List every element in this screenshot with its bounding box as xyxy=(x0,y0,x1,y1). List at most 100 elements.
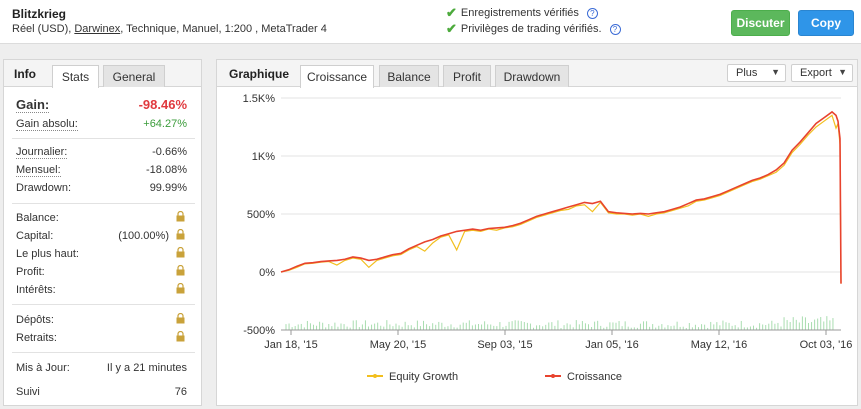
growth-chart: 1.5K% 1K% 500% 0% -500% Jan 18, '15 May 20, '… xyxy=(243,93,853,383)
lock-icon xyxy=(176,247,185,258)
stat-drawdown: Drawdown: 99.99% xyxy=(4,180,201,197)
chart-panel-title: Graphique xyxy=(229,67,290,81)
x-tick-label: May 20, '15 xyxy=(370,339,427,351)
lock-icon xyxy=(176,331,185,342)
tab-stats[interactable]: Stats xyxy=(52,65,99,88)
divider xyxy=(12,138,195,139)
capital-label: Capital: xyxy=(16,230,54,242)
y-tick-label: -500% xyxy=(243,325,275,337)
info-panel: Info Stats General Gain: -98.46% Gain ab… xyxy=(3,59,202,406)
tab-balance[interactable]: Balance xyxy=(379,65,439,87)
y-axis: 1.5K% 1K% 500% 0% -500% xyxy=(243,93,276,337)
y-tick-label: 1.5K% xyxy=(243,93,276,105)
highest-label: Le plus haut: xyxy=(16,248,79,260)
tab-drawdown[interactable]: Drawdown xyxy=(495,65,569,87)
account-title: Blitzkrieg xyxy=(12,7,67,21)
tab-profit[interactable]: Profit xyxy=(443,65,491,87)
stat-highest: Le plus haut: xyxy=(4,246,201,263)
stat-capital: Capital: (100.00%) xyxy=(4,228,201,245)
stat-withdrawals: Retraits: xyxy=(4,330,201,347)
stat-updated: Mis à Jour: Il y a 21 minutes xyxy=(4,360,201,377)
divider xyxy=(12,304,195,305)
chevron-down-icon: ▼ xyxy=(771,67,780,77)
tab-general[interactable]: General xyxy=(103,65,165,87)
stat-daily: Journalier: -0.66% xyxy=(4,144,201,161)
stat-abs-gain: Gain absolu: +64.27% xyxy=(4,116,201,133)
chevron-down-icon: ▼ xyxy=(838,67,847,77)
volume-bars xyxy=(285,316,834,330)
stat-profit: Profit: xyxy=(4,264,201,281)
chart-grid xyxy=(281,97,841,331)
series-line-croissance xyxy=(280,110,842,284)
deposits-label: Dépôts: xyxy=(16,314,54,326)
interest-label: Intérêts: xyxy=(16,284,56,296)
legend-label: Croissance xyxy=(567,371,622,383)
monthly-label: Mensuel: xyxy=(16,164,61,177)
x-axis: Jan 18, '15 May 20, '15 Sep 03, '15 Jan 05,… xyxy=(264,329,853,351)
account-sub-suffix: , Technique, Manuel, 1:200 , MetaTrader … xyxy=(120,23,327,35)
check-icon: ✔ xyxy=(446,5,457,20)
x-tick-label: Jan 05, '16 xyxy=(585,339,638,351)
stat-deposits: Dépôts: xyxy=(4,312,201,329)
lock-icon xyxy=(176,283,185,294)
legend-label: Equity Growth xyxy=(389,371,458,383)
export-label: Export xyxy=(800,67,832,79)
help-icon[interactable]: ? xyxy=(586,7,598,19)
series-line-equity-growth xyxy=(280,114,842,284)
verified-privileges: ✔ Privilèges de trading vérifiés. ? xyxy=(446,21,621,37)
lock-icon xyxy=(176,265,185,276)
copy-button[interactable]: Copy xyxy=(798,10,854,36)
balance-label: Balance: xyxy=(16,212,59,224)
drawdown-label: Drawdown: xyxy=(16,182,72,194)
daily-value: -0.66% xyxy=(152,146,187,158)
drawdown-value: 99.99% xyxy=(149,182,187,194)
daily-label: Journalier: xyxy=(16,146,68,159)
x-tick-label: Oct 03, '16 xyxy=(800,339,853,351)
legend-marker xyxy=(373,374,377,378)
gain-label: Gain: xyxy=(16,97,50,113)
x-tick-label: May 12, '16 xyxy=(691,339,748,351)
broker-link[interactable]: Darwinex xyxy=(74,23,121,35)
info-title: Info xyxy=(14,67,36,81)
verified-records-label: Enregistrements vérifiés xyxy=(460,7,579,19)
account-subtitle: Réel (USD), Darwinex, Technique, Manuel,… xyxy=(12,23,327,35)
chart-tabs: Graphique Croissance Balance Profit Draw… xyxy=(217,60,857,88)
followers-label: Suivi xyxy=(16,386,40,398)
withdrawals-label: Retraits: xyxy=(16,332,57,344)
lock-icon xyxy=(176,313,185,324)
profit-label: Profit: xyxy=(16,266,45,278)
account-header: Blitzkrieg Réel (USD), Darwinex, Techniq… xyxy=(0,0,861,44)
discuss-button[interactable]: Discuter xyxy=(731,10,790,36)
x-tick-label: Jan 18, '15 xyxy=(264,339,317,351)
gain-value: -98.46% xyxy=(138,97,187,112)
updated-value: Il y a 21 minutes xyxy=(106,362,187,374)
info-tabs: Info Stats General xyxy=(4,60,201,88)
updated-label: Mis à Jour: xyxy=(16,362,70,374)
lock-icon xyxy=(176,211,185,222)
y-tick-label: 0% xyxy=(259,267,275,279)
help-icon[interactable]: ? xyxy=(609,23,621,35)
divider xyxy=(12,203,195,204)
abs-gain-value: +64.27% xyxy=(143,118,187,130)
legend-marker xyxy=(551,374,555,378)
chart-lines xyxy=(280,110,842,284)
export-dropdown[interactable]: Export ▼ xyxy=(791,64,853,82)
more-dropdown[interactable]: Plus ▼ xyxy=(727,64,786,82)
followers-value: 76 xyxy=(174,386,187,398)
divider xyxy=(12,352,195,353)
stat-balance: Balance: xyxy=(4,210,201,227)
more-label: Plus xyxy=(736,67,758,79)
chart-panel: Graphique Croissance Balance Profit Draw… xyxy=(216,59,858,406)
lock-icon xyxy=(176,229,185,240)
y-tick-label: 1K% xyxy=(252,151,275,163)
check-icon: ✔ xyxy=(446,21,457,36)
monthly-value: -18.08% xyxy=(146,164,187,176)
stat-interest: Intérêts: xyxy=(4,282,201,299)
stat-followers: Suivi 76 xyxy=(4,384,201,401)
chart-legend[interactable]: Equity Growth Croissance xyxy=(367,371,622,383)
tab-croissance[interactable]: Croissance xyxy=(300,65,374,88)
abs-gain-label: Gain absolu: xyxy=(16,118,78,131)
x-tick-label: Sep 03, '15 xyxy=(477,339,532,351)
stat-monthly: Mensuel: -18.08% xyxy=(4,162,201,179)
verified-records: ✔ Enregistrements vérifiés ? xyxy=(446,5,598,21)
